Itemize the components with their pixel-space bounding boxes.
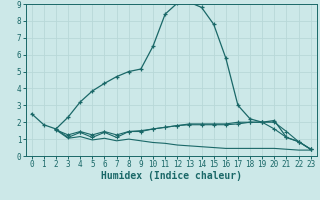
X-axis label: Humidex (Indice chaleur): Humidex (Indice chaleur) [101, 171, 242, 181]
